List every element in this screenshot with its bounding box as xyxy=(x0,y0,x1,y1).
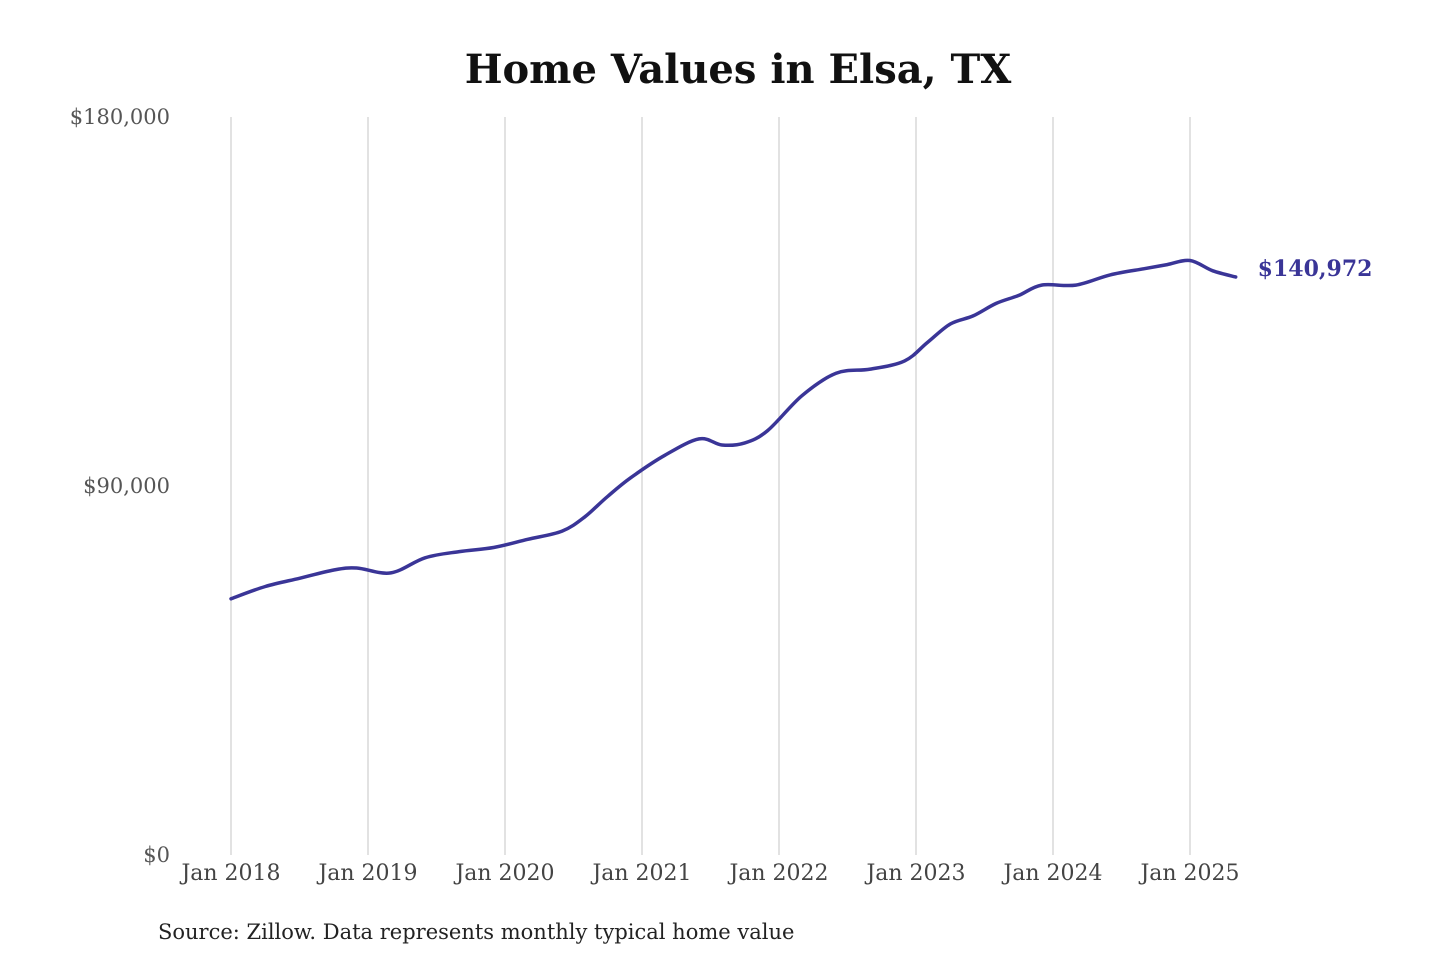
y-axis-ticks: $0 $90,000 $180,000 xyxy=(70,105,170,867)
x-tick-label: Jan 2019 xyxy=(316,861,417,886)
home-value-line xyxy=(229,258,1238,601)
x-tick-label: Jan 2018 xyxy=(179,861,280,886)
y-tick-label: $180,000 xyxy=(70,105,170,129)
last-value-label: $140,972 xyxy=(1258,256,1373,282)
x-tick-label: Jan 2025 xyxy=(1138,861,1239,886)
x-axis-ticks: Jan 2018 Jan 2019 Jan 2020 Jan 2021 Jan 2022… xyxy=(179,861,1239,886)
source-note: Source: Zillow. Data represents monthly … xyxy=(158,920,794,944)
x-tick-label: Jan 2024 xyxy=(1001,861,1102,886)
y-tick-label: $0 xyxy=(143,843,170,867)
chart-title: Home Values in Elsa, TX xyxy=(465,46,1012,93)
x-tick-label: Jan 2022 xyxy=(727,861,828,886)
y-tick-label: $90,000 xyxy=(83,474,170,498)
x-tick-label: Jan 2021 xyxy=(590,861,691,886)
x-tick-label: Jan 2023 xyxy=(864,861,965,886)
gridlines xyxy=(230,117,1191,855)
x-tick-label: Jan 2020 xyxy=(453,861,554,886)
